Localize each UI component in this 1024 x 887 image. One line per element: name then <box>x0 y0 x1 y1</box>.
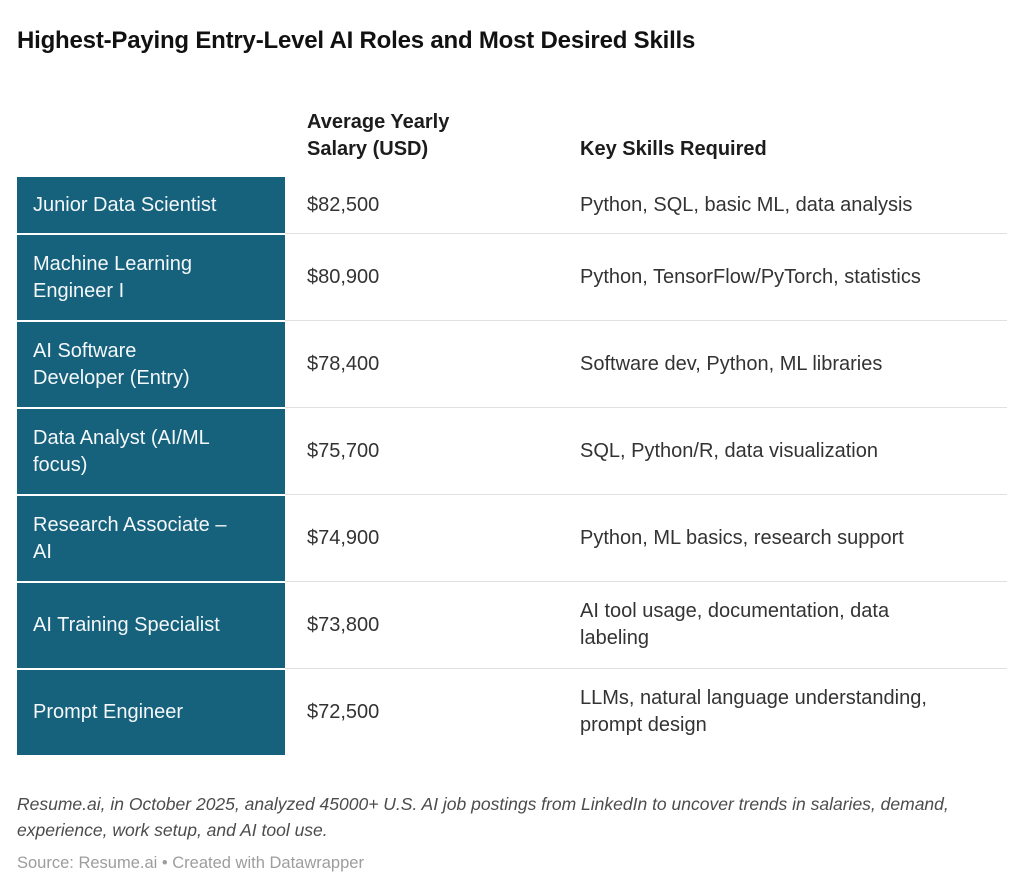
salary-cell: $73,800 <box>285 581 558 668</box>
table-row: Machine Learning Engineer I $80,900 Pyth… <box>17 233 1007 320</box>
table-row: AI Software Developer (Entry) $78,400 So… <box>17 320 1007 407</box>
table-row: Junior Data Scientist $82,500 Python, SQ… <box>17 177 1007 233</box>
skills-cell: Software dev, Python, ML libraries <box>558 320 1007 407</box>
column-header-salary: Average Yearly Salary (USD) <box>307 111 450 160</box>
table-row: Data Analyst (AI/ML focus) $75,700 SQL, … <box>17 407 1007 494</box>
role-cell: AI Training Specialist <box>17 581 285 668</box>
role-cell: Prompt Engineer <box>17 668 285 755</box>
salary-cell: $78,400 <box>285 320 558 407</box>
salary-cell: $74,900 <box>285 494 558 581</box>
skills-cell: AI tool usage, documentation, data label… <box>558 581 1007 668</box>
salary-cell: $80,900 <box>285 233 558 320</box>
column-header-skills: Key Skills Required <box>580 138 767 160</box>
table-header-row: Average Yearly Salary (USD) Key Skills R… <box>17 56 1007 177</box>
table-row: Prompt Engineer $72,500 LLMs, natural la… <box>17 668 1007 755</box>
role-cell: Junior Data Scientist <box>17 177 285 233</box>
table-row: Research Associate – AI $74,900 Python, … <box>17 494 1007 581</box>
role-cell: Research Associate – AI <box>17 494 285 581</box>
source-attribution: Source: Resume.ai • Created with Datawra… <box>17 854 364 872</box>
salary-cell: $82,500 <box>307 193 380 216</box>
skills-cell: Python, TensorFlow/PyTorch, statistics <box>558 233 1007 320</box>
chart-notes: Resume.ai, in October 2025, analyzed 450… <box>17 794 949 840</box>
salary-cell: $72,500 <box>285 668 558 755</box>
skills-cell: Python, SQL, basic ML, data analysis <box>580 193 913 216</box>
table-body: Junior Data Scientist $82,500 Python, SQ… <box>17 177 1007 755</box>
table-row: AI Training Specialist $73,800 AI tool u… <box>17 581 1007 668</box>
role-cell: AI Software Developer (Entry) <box>17 320 285 407</box>
chart-title: Highest-Paying Entry-Level AI Roles and … <box>17 27 696 54</box>
skills-cell: SQL, Python/R, data visualization <box>558 407 1007 494</box>
skills-cell: LLMs, natural language understanding, pr… <box>558 668 1007 755</box>
role-cell: Data Analyst (AI/ML focus) <box>17 407 285 494</box>
role-cell: Machine Learning Engineer I <box>17 233 285 320</box>
skills-cell: Python, ML basics, research support <box>558 494 1007 581</box>
salary-cell: $75,700 <box>285 407 558 494</box>
